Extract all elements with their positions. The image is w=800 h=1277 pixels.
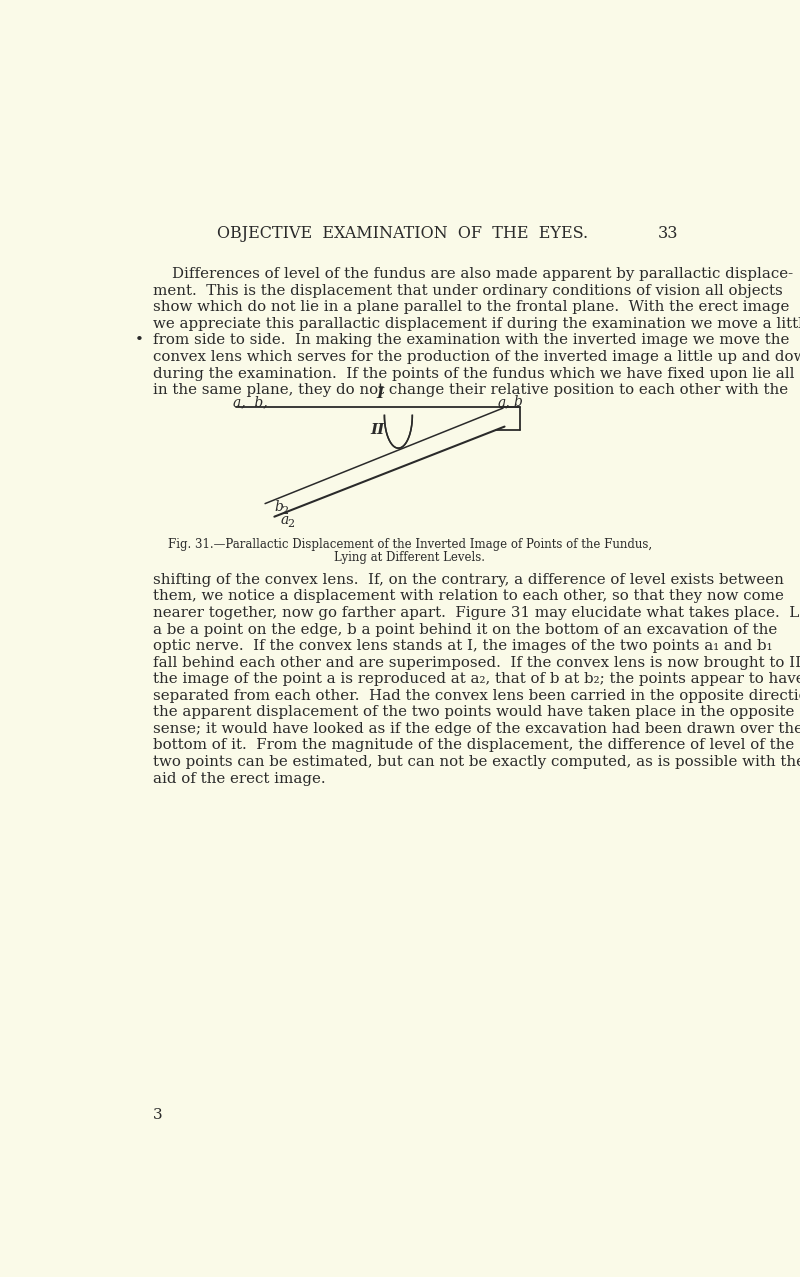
Text: OBJECTIVE  EXAMINATION  OF  THE  EYES.: OBJECTIVE EXAMINATION OF THE EYES. xyxy=(217,225,588,241)
Text: Lying at Different Levels.: Lying at Different Levels. xyxy=(334,550,486,563)
Text: shifting of the convex lens.  If, on the contrary, a difference of level exists : shifting of the convex lens. If, on the … xyxy=(153,573,783,587)
Text: we appreciate this parallactic displacement if during the examination we move a : we appreciate this parallactic displacem… xyxy=(153,317,800,331)
Text: •: • xyxy=(135,333,144,347)
Text: 33: 33 xyxy=(658,225,678,241)
Text: during the examination.  If the points of the fundus which we have fixed upon li: during the examination. If the points of… xyxy=(153,366,794,381)
Text: bottom of it.  From the magnitude of the displacement, the difference of level o: bottom of it. From the magnitude of the … xyxy=(153,738,794,752)
Text: show which do not lie in a plane parallel to the frontal plane.  With the erect : show which do not lie in a plane paralle… xyxy=(153,300,789,314)
Text: 3: 3 xyxy=(153,1108,162,1122)
Text: the image of the point a is reproduced at a₂, that of b at b₂; the points appear: the image of the point a is reproduced a… xyxy=(153,672,800,686)
Text: I: I xyxy=(377,387,384,401)
Text: in the same plane, they do not change their relative position to each other with: in the same plane, they do not change th… xyxy=(153,383,788,397)
Text: fall behind each other and are superimposed.  If the convex lens is now brought : fall behind each other and are superimpo… xyxy=(153,655,800,669)
Text: them, we notice a displacement with relation to each other, so that they now com: them, we notice a displacement with rela… xyxy=(153,590,783,604)
Text: separated from each other.  Had the convex lens been carried in the opposite dir: separated from each other. Had the conve… xyxy=(153,688,800,702)
Text: 2: 2 xyxy=(282,506,289,516)
Text: Differences of level of the fundus are also made apparent by parallactic displac: Differences of level of the fundus are a… xyxy=(153,267,793,281)
Text: from side to side.  In making the examination with the inverted image we move th: from side to side. In making the examina… xyxy=(153,333,789,347)
Text: II: II xyxy=(370,423,385,437)
Text: nearer together, now go farther apart.  Figure 31 may elucidate what takes place: nearer together, now go farther apart. F… xyxy=(153,607,800,621)
Text: Fig. 31.—Parallactic Displacement of the Inverted Image of Points of the Fundus,: Fig. 31.—Parallactic Displacement of the… xyxy=(168,538,652,552)
Text: a,: a, xyxy=(498,395,510,409)
Text: optic nerve.  If the convex lens stands at I, the images of the two points a₁ an: optic nerve. If the convex lens stands a… xyxy=(153,638,772,653)
Text: b: b xyxy=(513,395,522,409)
Text: aid of the erect image.: aid of the erect image. xyxy=(153,771,326,785)
Text: a be a point on the edge, b a point behind it on the bottom of an excavation of : a be a point on the edge, b a point behi… xyxy=(153,623,777,636)
Text: two points can be estimated, but can not be exactly computed, as is possible wit: two points can be estimated, but can not… xyxy=(153,755,800,769)
Text: a: a xyxy=(281,513,289,527)
Text: convex lens which serves for the production of the inverted image a little up an: convex lens which serves for the product… xyxy=(153,350,800,364)
Text: 2: 2 xyxy=(287,518,294,529)
Text: b: b xyxy=(274,499,283,513)
Text: the apparent displacement of the two points would have taken place in the opposi: the apparent displacement of the two poi… xyxy=(153,705,794,719)
Text: a,  b,: a, b, xyxy=(234,395,268,409)
Text: ment.  This is the displacement that under ordinary conditions of vision all obj: ment. This is the displacement that unde… xyxy=(153,283,782,298)
Text: sense; it would have looked as if the edge of the excavation had been drawn over: sense; it would have looked as if the ed… xyxy=(153,722,800,736)
